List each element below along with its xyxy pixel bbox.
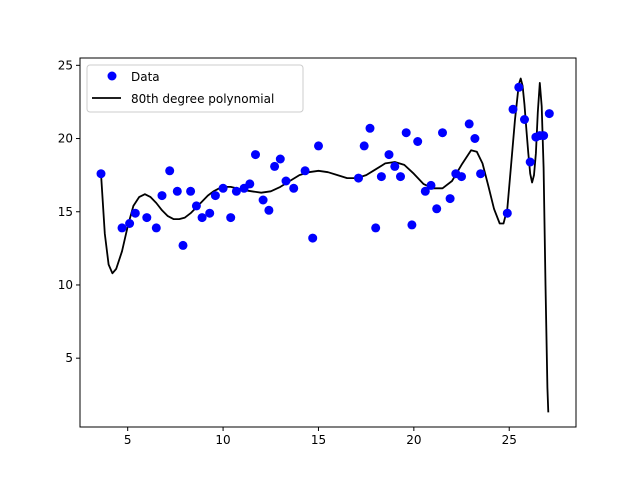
axes-frame — [79, 57, 577, 428]
data-point — [407, 220, 417, 230]
data-point — [142, 213, 152, 223]
data-point — [354, 173, 363, 183]
data-point — [508, 104, 518, 114]
data-point — [191, 201, 201, 211]
data-point — [438, 128, 447, 138]
legend-marker-data — [107, 71, 117, 81]
data-point — [470, 134, 480, 143]
y-tick-label: 15 — [58, 205, 73, 219]
y-axis-ticks: 5 10 15 20 25 — [58, 58, 80, 365]
legend-box — [86, 64, 304, 113]
data-point — [270, 161, 280, 171]
x-tick-label: 25 — [502, 433, 517, 447]
data-point — [157, 191, 167, 201]
data-point — [300, 166, 310, 176]
axes-spines — [79, 57, 577, 428]
x-axis-ticks: 5 10 15 20 25 — [124, 427, 517, 447]
data-point — [432, 204, 442, 214]
data-point — [289, 183, 299, 193]
legend-label-data: Data — [131, 70, 160, 84]
data-point — [371, 223, 381, 233]
data-point — [539, 131, 549, 141]
x-tick-label: 5 — [124, 433, 132, 447]
data-point — [502, 208, 512, 218]
data-point — [218, 183, 228, 193]
data-point — [165, 166, 175, 176]
data-point — [125, 219, 135, 228]
data-point — [396, 172, 405, 182]
data-point — [231, 186, 241, 196]
data-point — [390, 161, 400, 171]
data-point — [413, 137, 423, 146]
data-point — [172, 186, 182, 196]
data-point — [525, 157, 535, 167]
data-point — [210, 191, 220, 201]
data-point — [544, 109, 554, 119]
data-point — [226, 213, 236, 223]
x-tick-label: 20 — [406, 433, 421, 447]
data-point — [275, 154, 285, 164]
data-points-layer — [96, 82, 554, 250]
data-point — [308, 233, 318, 243]
legend-label-polynomial: 80th degree polynomial — [131, 92, 274, 106]
data-point — [205, 208, 215, 218]
y-tick-label: 20 — [58, 132, 73, 146]
data-point — [376, 172, 386, 182]
data-point — [258, 195, 268, 205]
data-point — [264, 205, 274, 215]
data-point — [445, 194, 455, 204]
y-tick-label: 25 — [58, 58, 73, 72]
data-point — [117, 223, 127, 233]
y-tick-label: 10 — [58, 278, 73, 292]
data-point — [464, 119, 474, 129]
data-point — [96, 169, 106, 179]
data-point — [384, 150, 394, 160]
data-point — [197, 213, 207, 223]
x-tick-label: 10 — [215, 433, 230, 447]
data-point — [245, 179, 255, 189]
y-tick-label: 5 — [65, 351, 73, 365]
data-point — [186, 186, 196, 196]
data-point — [251, 150, 260, 160]
data-point — [476, 169, 486, 179]
data-point — [401, 128, 411, 138]
data-point — [359, 141, 369, 151]
data-point — [365, 123, 375, 133]
data-point — [420, 186, 430, 196]
data-point — [514, 82, 524, 92]
data-point — [457, 172, 466, 182]
data-point — [281, 176, 291, 186]
data-point — [314, 141, 323, 151]
data-point — [178, 240, 188, 250]
x-tick-label: 15 — [311, 433, 326, 447]
data-point — [520, 115, 529, 124]
data-point — [130, 208, 140, 218]
data-point — [151, 223, 161, 233]
legend: Data 80th degree polynomial — [86, 64, 304, 113]
data-point — [426, 180, 436, 190]
